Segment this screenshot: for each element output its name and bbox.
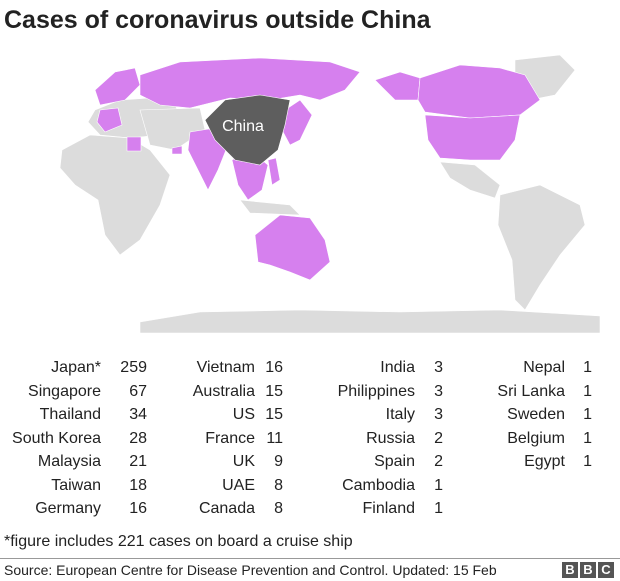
case-count: 34	[129, 406, 147, 423]
case-count: 15	[265, 382, 283, 400]
antarctica	[139, 309, 601, 334]
usa	[424, 114, 521, 161]
country-name: South Korea	[12, 429, 101, 447]
country-name: US	[232, 406, 255, 423]
country-name: Japan*	[51, 359, 101, 376]
logo-letter: C	[598, 562, 614, 578]
case-count: 259	[120, 359, 147, 376]
country-name: Thailand	[39, 406, 101, 423]
country-name: Sri Lanka	[497, 382, 565, 400]
country-name: Philippines	[337, 382, 415, 400]
country-name: Spain	[374, 453, 415, 470]
source: Source: European Centre for Disease Prev…	[4, 562, 497, 578]
china	[204, 94, 291, 166]
country-name: Nepal	[523, 359, 565, 376]
country-name: UK	[232, 453, 255, 470]
divider	[0, 558, 620, 559]
case-count: 8	[274, 500, 283, 517]
western-europe	[96, 107, 123, 133]
country-name: Singapore	[28, 382, 101, 400]
case-count: 3	[434, 382, 443, 400]
case-count: 2	[434, 453, 443, 470]
south-america	[497, 184, 586, 311]
case-count: 16	[265, 359, 283, 376]
indonesia	[239, 199, 301, 216]
country-name: Belgium	[507, 429, 565, 447]
logo-letter: B	[562, 562, 578, 578]
country-name: Canada	[198, 500, 255, 517]
country-name: Italy	[385, 406, 415, 423]
philippines	[267, 157, 281, 186]
case-count: 1	[583, 453, 592, 470]
map-label: China	[222, 118, 264, 135]
case-count: 21	[129, 453, 147, 470]
mexico	[439, 161, 501, 199]
map: China	[59, 54, 601, 334]
case-count: 67	[129, 382, 147, 400]
case-count: 1	[583, 429, 592, 447]
canada	[417, 64, 541, 119]
alaska	[374, 71, 421, 101]
africa	[59, 134, 171, 256]
case-count: 15	[265, 406, 283, 423]
case-count: 9	[274, 453, 283, 470]
case-count: 1	[434, 476, 443, 494]
country-name: Egypt	[524, 453, 565, 470]
country-name: Malaysia	[37, 453, 101, 470]
egypt	[126, 136, 142, 152]
country-name: Sweden	[507, 406, 565, 423]
country-name: France	[205, 429, 255, 447]
case-count: 16	[129, 500, 147, 517]
russia	[139, 57, 361, 109]
country-name: Germany	[35, 500, 101, 517]
country-name: Australia	[192, 382, 255, 400]
logo-letter: B	[580, 562, 596, 578]
country-name: Cambodia	[342, 476, 415, 494]
case-count: 18	[129, 476, 147, 494]
uae	[171, 145, 183, 155]
case-count: 3	[434, 406, 443, 423]
australia	[254, 214, 331, 281]
country-name: Vietnam	[196, 359, 255, 376]
case-count: 2	[434, 429, 443, 447]
case-count: 11	[266, 429, 283, 447]
case-count: 8	[274, 476, 283, 494]
case-count: 3	[434, 359, 443, 376]
title: Cases of coronavirus outside China	[4, 6, 431, 34]
country-name: Russia	[366, 429, 415, 447]
case-count: 1	[583, 382, 592, 400]
case-count: 28	[129, 429, 147, 447]
country-name: India	[380, 359, 415, 376]
case-count: 1	[434, 500, 443, 517]
case-count: 1	[583, 406, 592, 423]
case-count: 1	[583, 359, 592, 376]
country-name: Taiwan	[51, 476, 101, 494]
country-name: Finland	[362, 500, 415, 517]
country-name: UAE	[222, 476, 255, 494]
footnote: *figure includes 221 cases on board a cr…	[4, 533, 353, 550]
